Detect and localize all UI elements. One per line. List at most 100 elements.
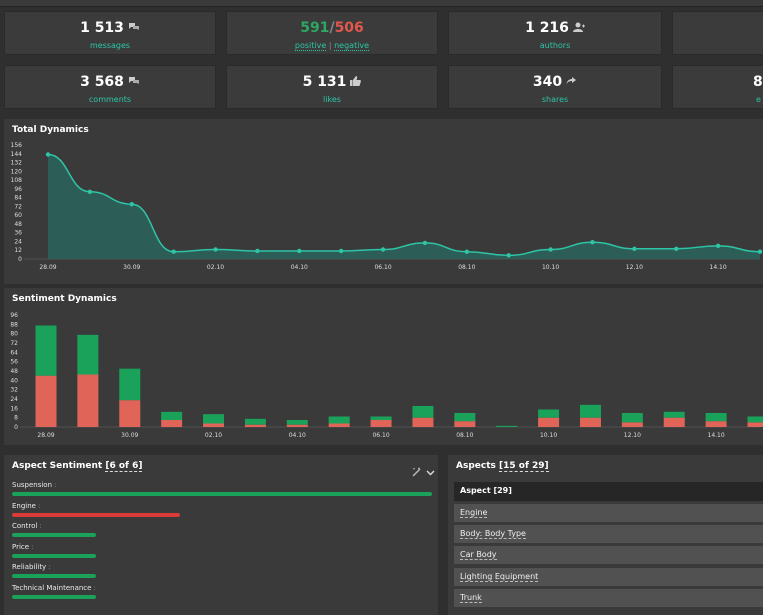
bar-positive [286,420,308,425]
kpi-messages[interactable]: 1 513 messages [4,11,216,55]
aspect-sentiment-item[interactable]: Reliability: [12,563,96,578]
y-tick-label: 48 [14,221,22,228]
data-point [87,189,93,194]
x-tick-label: 30.09 [123,264,140,271]
y-tick-label: 56 [10,359,18,366]
y-tick-label: 36 [14,230,22,237]
y-tick-label: 72 [10,340,18,347]
aspect-sentiment-panel: Aspect Sentiment [6 of 6] Suspension: Eng… [4,455,438,615]
aspect-sentiment-item[interactable]: Suspension: [12,481,432,496]
aspect-bar [12,574,96,578]
aspects-title: Aspects [15 of 29] [456,461,549,472]
kpi-cutoff-2[interactable]: 8 e [672,65,763,109]
positive-link[interactable]: positive [294,41,327,51]
aspect-label: Engine: [12,501,41,510]
y-tick-label: 64 [10,349,18,356]
bar-positive [35,325,57,376]
x-tick-label: 02.10 [205,432,222,439]
y-tick-label: 80 [10,331,18,338]
y-tick-label: 60 [14,212,22,219]
data-point [380,247,386,252]
aspect-label: Technical Maintenance: [12,583,96,592]
aspect-sentiment-item[interactable]: Price: [12,543,96,558]
bar-positive [161,411,183,420]
aspect-label: Price: [12,542,34,551]
aspect-sentiment-count[interactable]: [6 of 6] [105,461,143,472]
data-point [590,239,595,245]
aspect-row[interactable]: Lighting Equipment [454,568,763,586]
positive-count: 591 [300,20,330,36]
y-tick-label: 84 [14,195,22,202]
bar-positive [119,368,141,401]
bar-negative [286,424,308,427]
y-tick-label: 12 [14,247,22,254]
data-point [548,247,553,252]
aspect-row[interactable]: Body: Body Type [454,525,763,543]
bar-positive [747,416,763,423]
y-tick-label: 72 [14,203,22,210]
wand-icon[interactable] [412,462,422,481]
bar-positive [705,413,727,422]
bar-negative [621,422,643,427]
bar-positive [496,425,518,427]
aspect-bar [12,512,180,517]
y-tick-label: 96 [10,312,18,319]
aspect-sentiment-item[interactable]: Control: [12,522,96,537]
x-tick-label: 28.09 [39,264,56,271]
data-point [422,240,428,246]
y-tick-label: 48 [10,368,18,375]
data-point [715,243,721,249]
bar-negative [119,400,141,427]
share-icon [566,74,577,90]
kpi-value: 1 216 [449,20,661,36]
bar-negative [747,422,763,427]
kpi-value: 340 [449,74,661,90]
aspect-sentiment-item[interactable]: Technical Maintenance: [12,584,96,599]
kpi-label: messages [89,41,131,50]
bar-negative [244,424,266,427]
bar-positive [370,416,392,420]
kpi-label: positive | negative [294,41,370,51]
aspect-label: Suspension: [12,481,57,489]
bar-negative [328,423,350,427]
bar-positive [203,414,225,424]
aspect-row[interactable]: Engine [454,504,763,522]
aspect-sentiment-title: Aspect Sentiment [6 of 6] [12,461,143,472]
kpi-label: comments [88,95,132,104]
bar-negative [35,375,57,427]
kpi-sentiment[interactable]: 591/506 positive | negative [226,11,438,55]
bar-positive [244,418,266,425]
aspect-row[interactable]: Car Body [454,546,763,564]
kpi-value: 3 568 [5,74,215,90]
bar-positive [538,409,560,418]
negative-link[interactable]: negative [334,41,370,51]
aspect-sentiment-item[interactable]: Engine: [12,502,180,517]
sentiment-dynamics-title: Sentiment Dynamics [12,294,117,304]
kpi-label: authors [539,41,571,50]
aspects-count[interactable]: [15 of 29] [499,461,549,472]
chevron-down-icon[interactable] [426,462,435,481]
y-tick-label: 24 [10,396,18,403]
data-point [632,246,637,251]
aspects-table-header[interactable]: Aspect [29] [454,482,763,501]
aspect-row[interactable]: Trunk [454,589,763,607]
bar-positive [454,413,476,422]
kpi-authors[interactable]: 1 216 authors [448,11,662,55]
total-dynamics-panel: Total Dynamics 0 12 24 36 48 60 72 84 96 108 120 13… [4,119,763,284]
kpi-shares[interactable]: 340 shares [448,65,662,109]
kpi-comments[interactable]: 3 568 comments [4,65,216,109]
x-tick-label: 06.10 [372,432,389,439]
data-point [45,152,51,157]
y-tick-label: 8 [14,415,18,422]
aspect-bar [12,533,96,537]
aspect-bar [12,553,96,558]
x-tick-label: 14.10 [710,264,727,271]
y-tick-label: 96 [14,186,22,193]
kpi-label: shares [541,95,569,104]
x-tick-label: 04.10 [289,432,306,439]
bar-negative [454,421,476,427]
kpi-likes[interactable]: 5 131 likes [226,65,438,109]
x-tick-label: 12.10 [624,432,641,439]
kpi-cutoff[interactable] [672,11,763,55]
